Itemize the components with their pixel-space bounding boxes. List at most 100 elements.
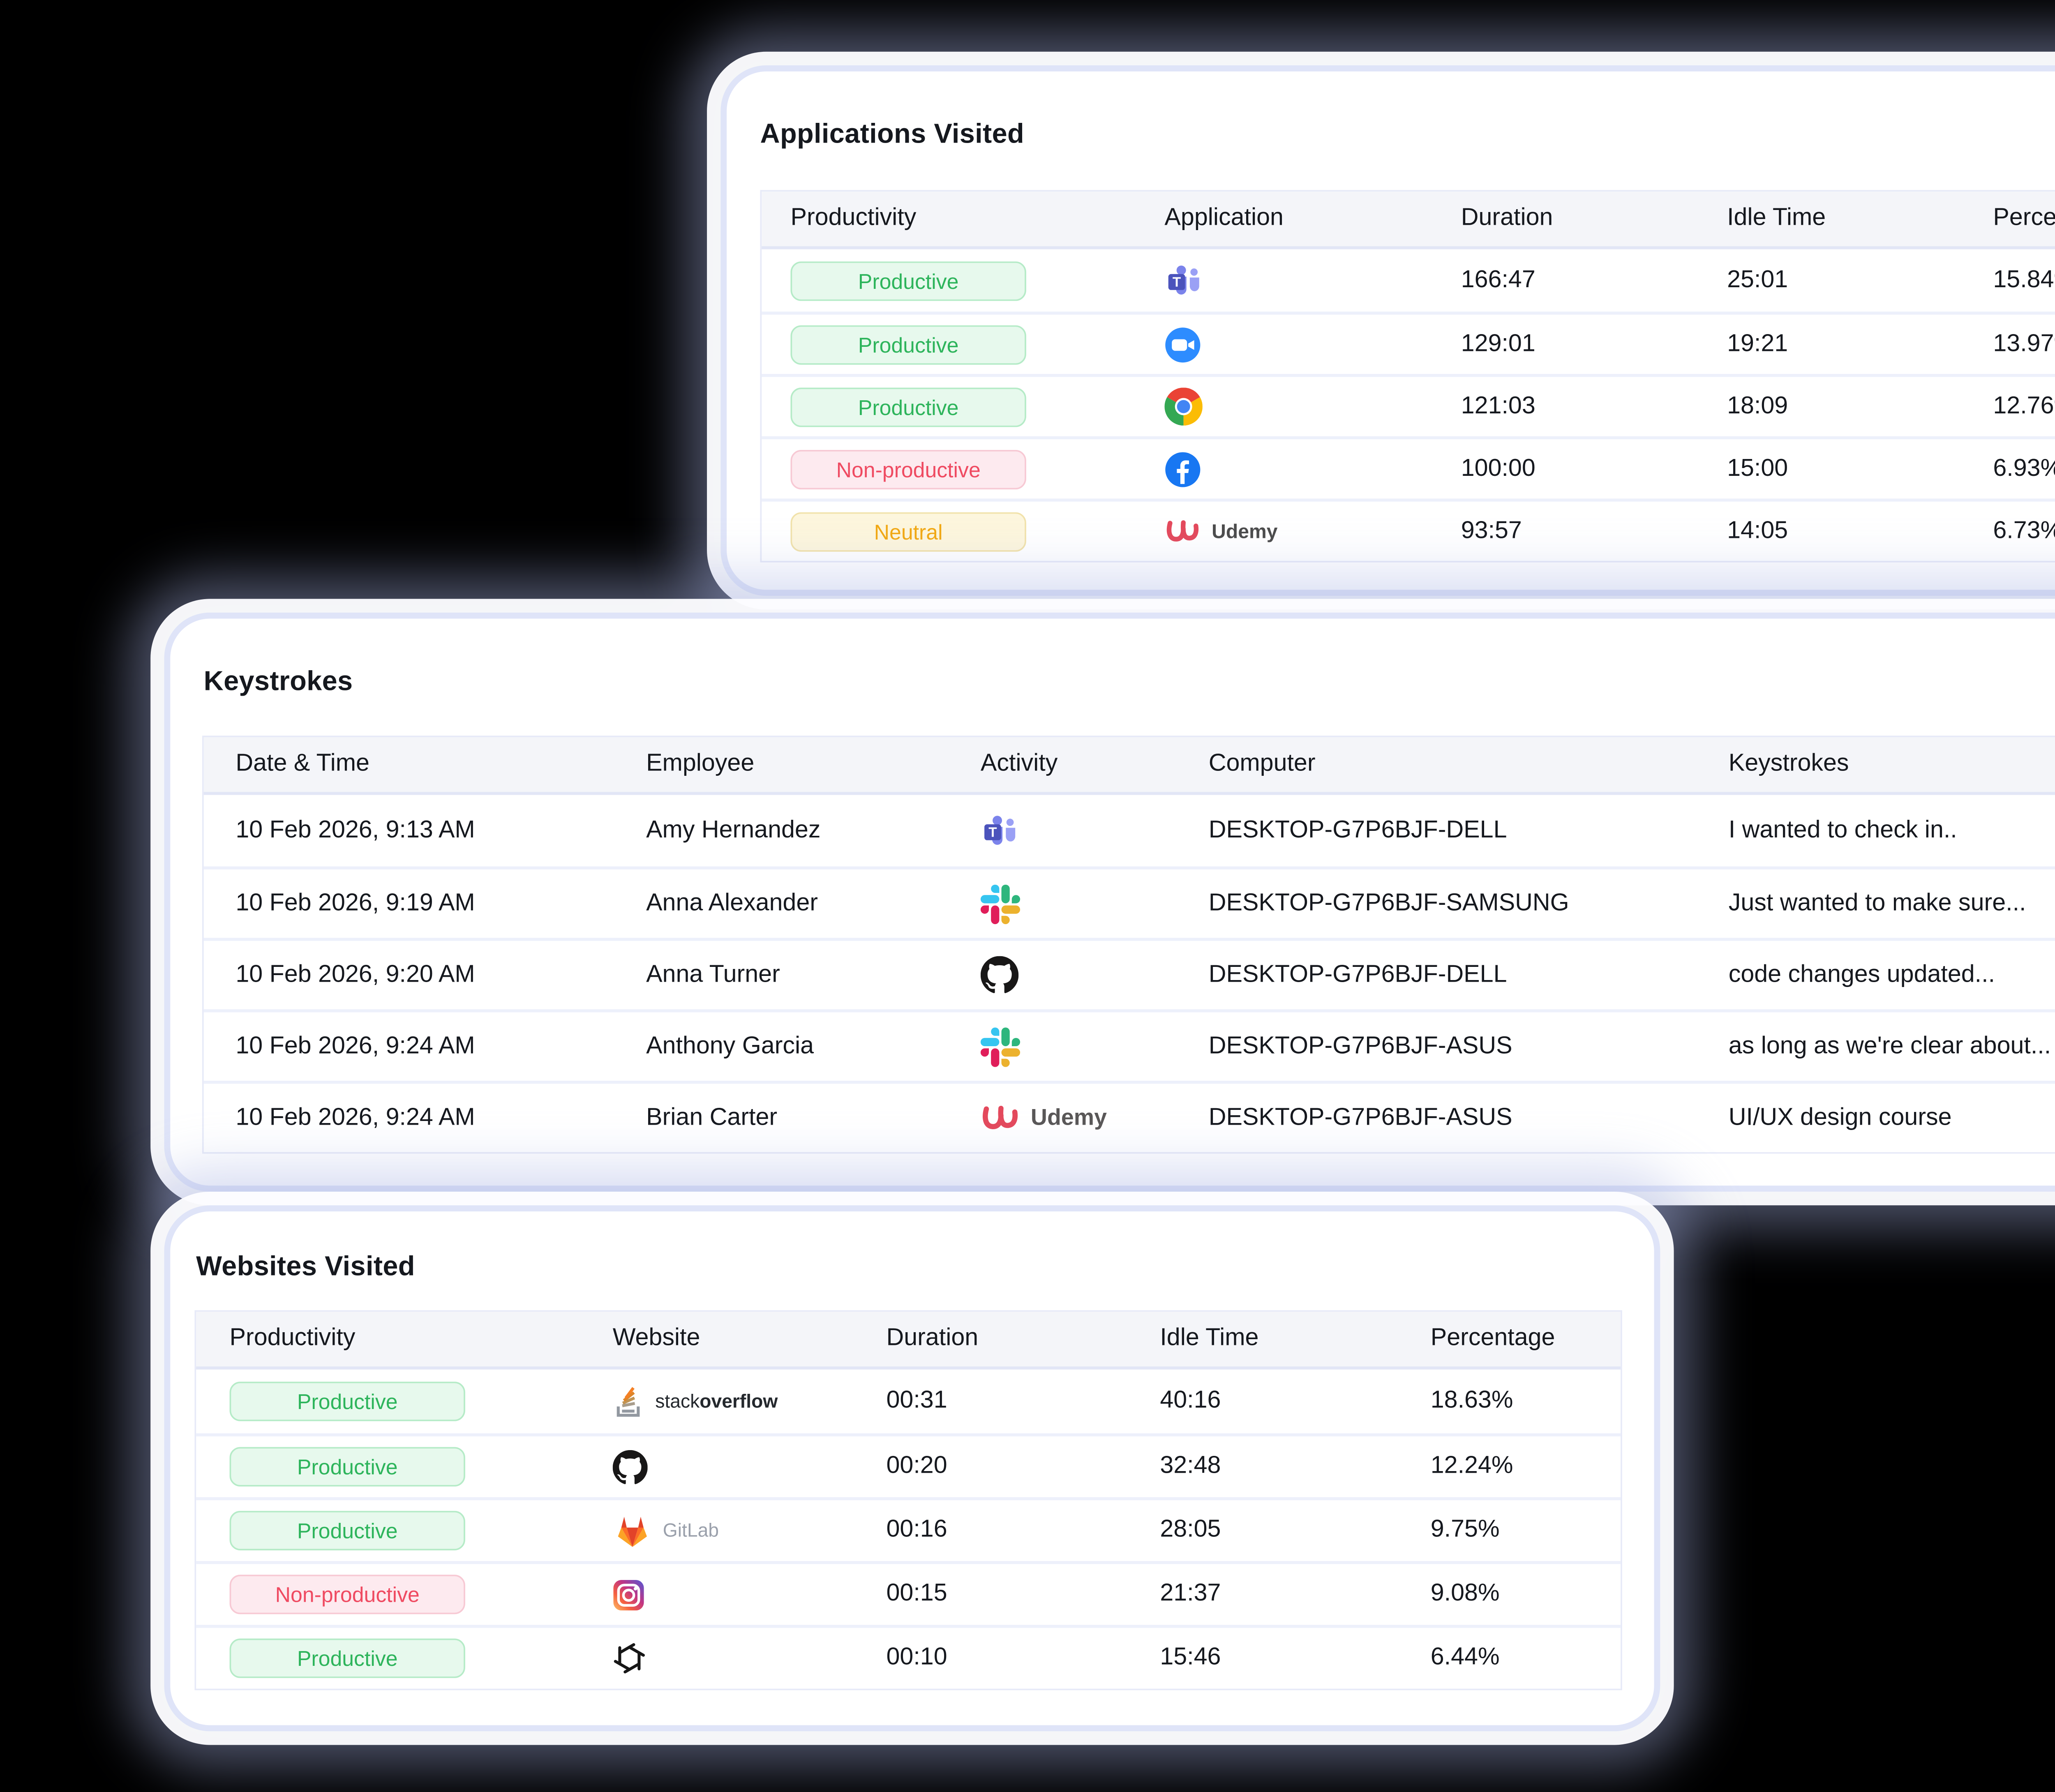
keystrokes-card: Keystrokes Date & Time Employee Activity…	[170, 618, 2055, 1185]
percentage-cell: 9.08%	[1397, 1581, 1621, 1608]
slack-icon	[981, 884, 1020, 923]
teams-icon	[981, 812, 1020, 849]
idle-time-cell: 32:48	[1127, 1453, 1397, 1481]
applications-card-title: Applications Visited	[760, 119, 2055, 151]
keystrokes-card-title: Keystrokes	[204, 666, 2055, 698]
table-row: Productive 121:03 18:09 12.76%	[762, 374, 2055, 436]
websites-card-title: Websites Visited	[196, 1251, 1654, 1283]
keystrokes-cell: Just wanted to make sure...	[1697, 890, 2055, 918]
percentage-cell: 9.75%	[1397, 1517, 1621, 1545]
facebook-icon	[1164, 451, 1201, 487]
zoom-icon	[1164, 326, 1201, 362]
duration-cell: 129:01	[1461, 331, 1727, 358]
table-row: Neutral Udemy 93:57 14:05 6.73%	[762, 498, 2055, 561]
applications-visited-card: Applications Visited Productivity Applic…	[727, 71, 2055, 590]
datetime-cell: 10 Feb 2026, 9:13 AM	[204, 817, 614, 844]
percentage-cell: 6.73%	[1993, 518, 2055, 545]
status-badge: Productive	[790, 325, 1026, 364]
status-badge: Productive	[230, 1639, 465, 1678]
idle-time-cell: 28:05	[1127, 1517, 1397, 1545]
idle-time-cell: 19:21	[1727, 331, 1993, 358]
column-header-duration: Duration	[853, 1326, 1127, 1353]
duration-cell: 00:10	[853, 1644, 1127, 1672]
employee-cell: Amy Hernandez	[614, 817, 949, 844]
instagram-icon	[613, 1578, 645, 1610]
computer-cell: DESKTOP-G7P6BJF-ASUS	[1177, 1104, 1697, 1132]
stackoverflow-icon	[613, 1383, 645, 1420]
idle-time-cell: 14:05	[1727, 518, 1993, 545]
table-row: Productive GitLab 00:16 28:05 9.75%	[196, 1497, 1621, 1561]
duration-cell: 166:47	[1461, 267, 1727, 294]
chrome-icon	[1164, 387, 1202, 425]
gitlab-wordmark: GitLab	[663, 1520, 719, 1541]
column-header-keystrokes: Keystrokes	[1697, 751, 2055, 778]
duration-cell: 93:57	[1461, 518, 1727, 545]
status-badge: Productive	[230, 1511, 465, 1550]
computer-cell: DESKTOP-G7P6BJF-ASUS	[1177, 1033, 1697, 1060]
websites-visited-card: Websites Visited Productivity Website Du…	[170, 1211, 1654, 1725]
table-row: Productive 129:01 19:21 13.97%	[762, 311, 2055, 374]
status-badge: Productive	[230, 1447, 465, 1486]
table-row: 10 Feb 2026, 9:24 AM Brian Carter Udemy …	[204, 1081, 2055, 1152]
datetime-cell: 10 Feb 2026, 9:19 AM	[204, 890, 614, 918]
table-row: Productive 166:47 25:01 15.84%	[762, 249, 2055, 312]
keystrokes-cell: code changes updated...	[1697, 962, 2055, 989]
openai-icon	[613, 1642, 646, 1675]
websites-table: Productivity Website Duration Idle Time …	[194, 1310, 1622, 1691]
keystrokes-table-header: Date & Time Employee Activity Computer K…	[204, 737, 2055, 795]
idle-time-cell: 21:37	[1127, 1581, 1397, 1608]
table-row: Productive 00:10 15:46 6.44%	[196, 1625, 1621, 1688]
column-header-duration: Duration	[1461, 205, 1727, 233]
computer-cell: DESKTOP-G7P6BJF-DELL	[1177, 817, 1697, 844]
column-header-date-time: Date & Time	[204, 751, 614, 778]
employee-cell: Anna Alexander	[614, 890, 949, 918]
percentage-cell: 12.76%	[1993, 393, 2055, 420]
employee-cell: Anna Turner	[614, 962, 949, 989]
percentage-cell: 15.84%	[1993, 267, 2055, 294]
table-row: 10 Feb 2026, 9:13 AM Amy Hernandez DESKT…	[204, 795, 2055, 867]
applications-table: Productivity Application Duration Idle T…	[760, 190, 2055, 562]
datetime-cell: 10 Feb 2026, 9:24 AM	[204, 1033, 614, 1060]
idle-time-cell: 15:46	[1127, 1644, 1397, 1672]
udemy-icon	[1164, 516, 1201, 547]
keystrokes-cell: as long as we're clear about...	[1697, 1033, 2055, 1060]
column-header-activity: Activity	[949, 751, 1177, 778]
column-header-percentage: Percentage	[1993, 205, 2055, 233]
duration-cell: 121:03	[1461, 393, 1727, 420]
employee-cell: Anthony Garcia	[614, 1033, 949, 1060]
computer-cell: DESKTOP-G7P6BJF-DELL	[1177, 962, 1697, 989]
status-badge: Neutral	[790, 512, 1026, 551]
column-header-percentage: Percentage	[1397, 1326, 1621, 1353]
stackoverflow-wordmark: stackoverflow	[655, 1391, 778, 1412]
udemy-wordmark: Udemy	[1212, 520, 1277, 542]
table-row: Non-productive 00:15 21:37 9.08%	[196, 1561, 1621, 1625]
column-header-productivity: Productivity	[196, 1326, 579, 1353]
column-header-idle-time: Idle Time	[1727, 205, 1993, 233]
github-icon	[613, 1449, 648, 1484]
status-badge: Productive	[230, 1381, 465, 1421]
percentage-cell: 6.93%	[1993, 455, 2055, 483]
table-row: Productive stackoverflow 00:31 40:16 18.…	[196, 1370, 1621, 1433]
gitlab-icon	[613, 1513, 652, 1548]
column-header-productivity: Productivity	[762, 205, 1136, 233]
datetime-cell: 10 Feb 2026, 9:20 AM	[204, 962, 614, 989]
udemy-icon	[981, 1101, 1020, 1135]
datetime-cell: 10 Feb 2026, 9:24 AM	[204, 1104, 614, 1132]
percentage-cell: 18.63%	[1397, 1388, 1621, 1415]
idle-time-cell: 40:16	[1127, 1388, 1397, 1415]
column-header-employee: Employee	[614, 751, 949, 778]
keystrokes-cell: I wanted to check in..	[1697, 817, 2055, 844]
github-icon	[981, 956, 1018, 994]
table-row: 10 Feb 2026, 9:24 AM Anthony Garcia DESK…	[204, 1009, 2055, 1081]
status-badge: Productive	[790, 387, 1026, 426]
duration-cell: 00:31	[853, 1388, 1127, 1415]
udemy-wordmark: Udemy	[1031, 1105, 1107, 1131]
duration-cell: 00:15	[853, 1581, 1127, 1608]
duration-cell: 00:16	[853, 1517, 1127, 1545]
column-header-idle-time: Idle Time	[1127, 1326, 1397, 1353]
column-header-application: Application	[1136, 205, 1461, 233]
idle-time-cell: 15:00	[1727, 455, 1993, 483]
computer-cell: DESKTOP-G7P6BJF-SAMSUNG	[1177, 890, 1697, 918]
status-badge: Non-productive	[790, 449, 1026, 489]
